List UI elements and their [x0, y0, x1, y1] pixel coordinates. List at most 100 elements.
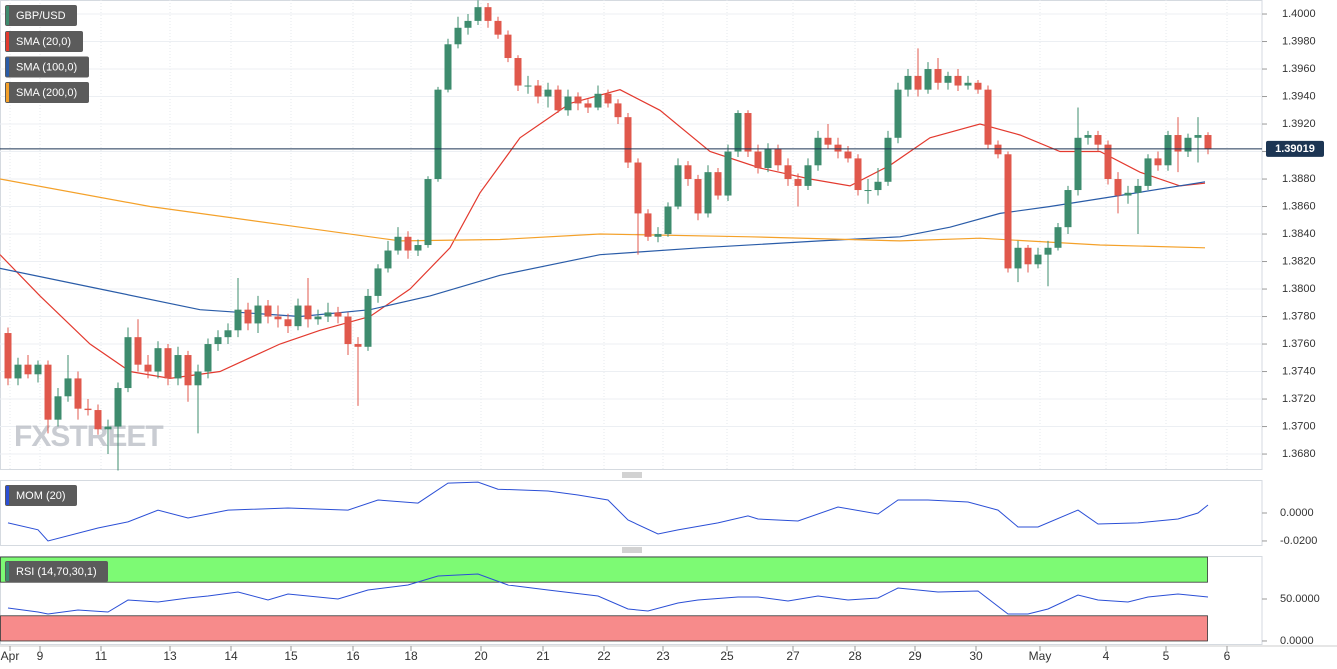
- candle-body: [934, 69, 942, 83]
- y-tick-label: 0.0000: [1280, 507, 1314, 519]
- candle-body: [944, 75, 952, 83]
- candle: [744, 110, 752, 158]
- candle: [304, 278, 312, 328]
- candle: [734, 110, 742, 158]
- candle-body: [334, 312, 342, 317]
- y-tick-label: 1.3920: [1282, 118, 1316, 130]
- candle-body: [884, 137, 892, 182]
- watermark: FXSTREET: [14, 420, 163, 453]
- candle: [984, 85, 992, 149]
- x-tick-label: 20: [474, 649, 488, 663]
- candle: [1084, 130, 1092, 145]
- candle-body: [544, 89, 552, 97]
- candle-body: [1134, 185, 1142, 193]
- candle-body: [664, 206, 672, 235]
- candle-body: [24, 364, 32, 375]
- candle-body: [494, 20, 502, 35]
- candle-body: [924, 69, 932, 90]
- y-tick-label: 0.0000: [1280, 635, 1314, 647]
- candle: [94, 404, 102, 435]
- candle-body: [444, 44, 452, 90]
- candle: [514, 55, 522, 92]
- candle: [434, 86, 442, 182]
- candle: [414, 239, 422, 257]
- candle: [854, 154, 862, 196]
- candle-body: [44, 364, 52, 420]
- candle: [694, 174, 702, 221]
- candle: [624, 113, 632, 169]
- candle: [164, 344, 172, 386]
- candle: [1124, 185, 1132, 204]
- candle-body: [904, 75, 912, 90]
- candle-body: [794, 179, 802, 186]
- legend-swatch: [6, 486, 9, 505]
- candle-body: [564, 96, 572, 111]
- candle: [344, 312, 352, 356]
- x-tick-label: 27: [786, 649, 800, 663]
- candle-body: [604, 93, 612, 104]
- candle: [644, 209, 652, 241]
- candle: [1044, 240, 1052, 287]
- candle-body: [584, 103, 592, 108]
- candle-body: [894, 89, 902, 138]
- candle: [474, 0, 482, 26]
- candle-body: [164, 348, 172, 379]
- y-tick-label: 1.3940: [1282, 90, 1316, 102]
- candle: [764, 143, 772, 173]
- x-tick-label: 25: [720, 649, 734, 663]
- candle: [674, 158, 682, 210]
- candle-body: [514, 58, 522, 86]
- candle-body: [984, 89, 992, 145]
- x-tick-label: 18: [404, 649, 418, 663]
- candle: [44, 360, 52, 434]
- candle-body: [914, 75, 922, 90]
- candle-body: [554, 89, 562, 111]
- candle: [884, 130, 892, 186]
- candle-body: [864, 190, 872, 192]
- candle: [1034, 247, 1042, 269]
- candle-body: [814, 137, 822, 166]
- candle: [424, 176, 432, 248]
- candle-body: [184, 355, 192, 386]
- candle: [664, 202, 672, 237]
- candle-body: [574, 96, 582, 104]
- candle-body: [834, 144, 842, 152]
- candle-body: [154, 348, 162, 372]
- candle: [1014, 240, 1022, 283]
- candle: [14, 357, 22, 386]
- candle: [4, 327, 12, 386]
- candle-body: [614, 103, 622, 118]
- candle: [444, 38, 452, 93]
- candle: [924, 62, 932, 94]
- candle: [894, 82, 902, 144]
- legend-label: SMA (20,0): [16, 36, 71, 48]
- candle: [574, 92, 582, 111]
- candle: [1174, 117, 1182, 173]
- candle: [1094, 130, 1102, 152]
- y-tick-label: 1.3680: [1282, 448, 1316, 460]
- candle: [554, 85, 562, 114]
- y-tick-label: 1.3960: [1282, 63, 1316, 75]
- candle: [374, 264, 382, 303]
- candle-body: [624, 117, 632, 163]
- candle-body: [174, 355, 182, 379]
- sma-line: [0, 178, 1206, 249]
- candle: [464, 14, 472, 35]
- candle-body: [1034, 254, 1042, 265]
- rsi-band: [0, 556, 1208, 583]
- candle: [834, 137, 842, 159]
- candle: [504, 30, 512, 63]
- x-tick-label: 22: [597, 649, 611, 663]
- y-tick-label: 1.3840: [1282, 228, 1316, 240]
- candle: [244, 302, 252, 331]
- candle: [654, 227, 662, 243]
- x-tick-label: 29: [908, 649, 922, 663]
- candle: [54, 388, 62, 427]
- candle-body: [424, 179, 432, 246]
- candle: [1114, 172, 1122, 214]
- candle: [264, 300, 272, 324]
- x-tick-label: 15: [284, 649, 298, 663]
- legend-box: [5, 56, 89, 78]
- candle: [864, 179, 872, 204]
- candle: [1004, 151, 1012, 273]
